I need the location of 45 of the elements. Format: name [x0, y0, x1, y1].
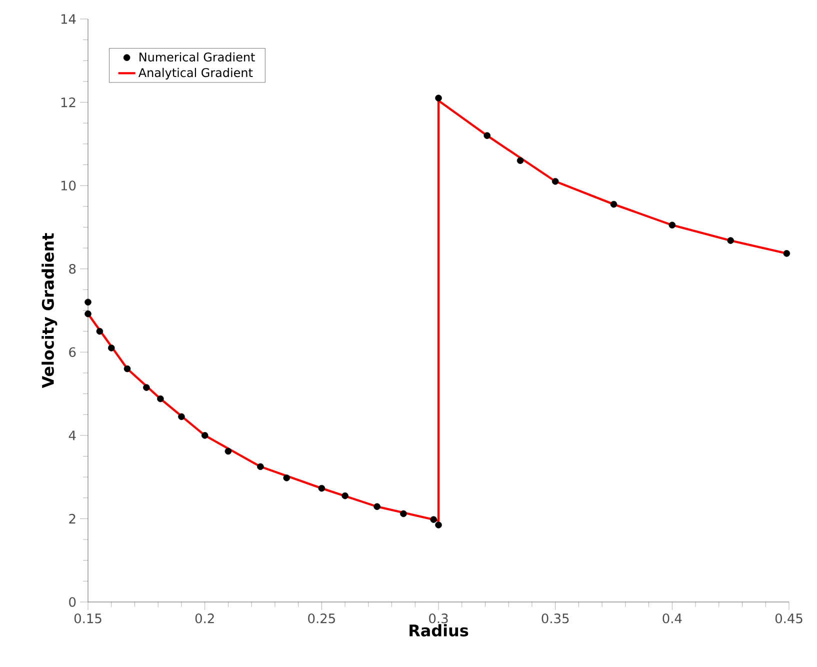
- point: [484, 132, 490, 139]
- point: [224, 448, 232, 455]
- point: [727, 237, 734, 244]
- point: [178, 413, 185, 420]
- x-tick-label: 0.25: [308, 614, 335, 624]
- point: [783, 250, 790, 257]
- point: [124, 365, 131, 372]
- y-tick-label: 12: [61, 97, 76, 108]
- x-tick-label: 0.45: [775, 614, 802, 624]
- y-tick-label: 8: [69, 264, 76, 274]
- point: [157, 395, 164, 402]
- y-tick-label: 0: [69, 597, 76, 607]
- point: [96, 328, 104, 335]
- y-axis-title: Velocity Gradient: [42, 233, 58, 388]
- point: [84, 298, 92, 306]
- point: [201, 432, 208, 439]
- point: [84, 310, 92, 318]
- point: [610, 200, 618, 208]
- point: [374, 503, 380, 510]
- x-axis-title: Radius: [410, 624, 468, 636]
- legend-label: Analytical Gradient: [138, 68, 253, 80]
- x-tick-label: 0.15: [74, 614, 102, 624]
- point: [342, 492, 348, 500]
- point: [516, 157, 524, 164]
- point: [668, 222, 676, 229]
- point: [435, 522, 442, 528]
- point: [435, 94, 442, 102]
- y-tick-label: 6: [69, 347, 76, 358]
- point: [430, 516, 437, 523]
- y-tick-label: 10: [61, 180, 76, 190]
- y-tick-label: 2: [69, 514, 76, 524]
- point: [257, 463, 264, 470]
- x-tick-label: 0.2: [195, 614, 214, 624]
- point: [400, 510, 407, 518]
- point: [143, 384, 150, 391]
- legend-label: Numerical Gradient: [140, 52, 255, 62]
- y-tick-label: 4: [68, 430, 76, 440]
- x-tick-label: 0.3: [429, 614, 448, 624]
- point: [552, 178, 559, 185]
- x-tick-label: 0.4: [662, 614, 682, 624]
- y-tick-label: 14: [61, 14, 76, 24]
- point: [318, 484, 326, 492]
- point: [283, 474, 290, 482]
- point: [108, 344, 115, 352]
- x-tick-label: 0.35: [542, 614, 569, 624]
